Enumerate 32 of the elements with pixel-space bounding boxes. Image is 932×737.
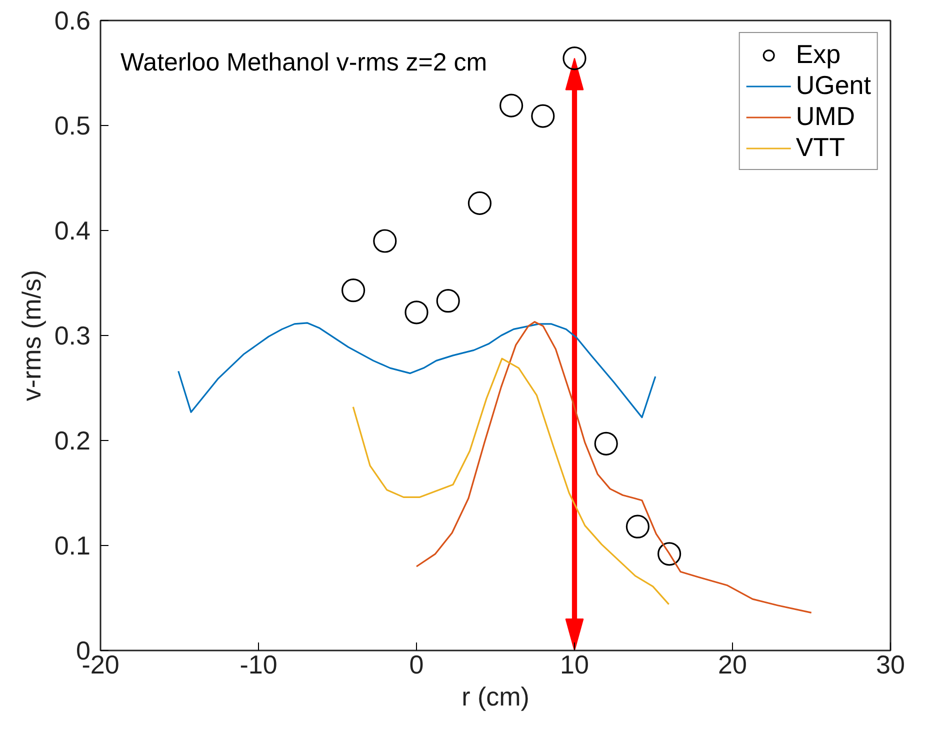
point: [626, 514, 650, 538]
y-tick-label: 0.3: [54, 320, 91, 350]
line-series: [352, 358, 670, 606]
point: [404, 300, 428, 324]
text: Waterloo Methanol v-rms z=2 cm: [120, 48, 488, 76]
y-tick-label: 0.2: [54, 426, 91, 456]
y-tick-label: 0.6: [54, 6, 91, 36]
y-tick-label: 0.4: [54, 216, 91, 246]
y-tick-label: 0.1: [54, 530, 91, 560]
y-tick-label: 0.5: [54, 110, 91, 140]
point: [562, 46, 586, 70]
line-series: [178, 322, 656, 418]
x-tick-label: 10: [560, 650, 589, 680]
x-tick-label: -10: [240, 650, 278, 680]
legend-label: Exp: [796, 39, 841, 70]
x-tick-label: 30: [876, 650, 905, 680]
x-tick-label: 0: [409, 650, 424, 680]
point: [468, 191, 492, 215]
point: [594, 432, 618, 456]
point: [373, 229, 397, 253]
x-axis-title: r (cm): [462, 682, 530, 712]
point: [436, 289, 460, 313]
legend-label: UMD: [796, 101, 856, 132]
line-series: [416, 321, 812, 614]
y-axis-title: v-rms (m/s): [16, 270, 46, 402]
legend-label: VTT: [796, 132, 845, 163]
x-tick-label: 20: [718, 650, 747, 680]
point: [658, 542, 682, 566]
legend-label: UGent: [796, 70, 871, 101]
point: [531, 104, 555, 128]
point: [342, 278, 366, 302]
point: [500, 94, 524, 118]
